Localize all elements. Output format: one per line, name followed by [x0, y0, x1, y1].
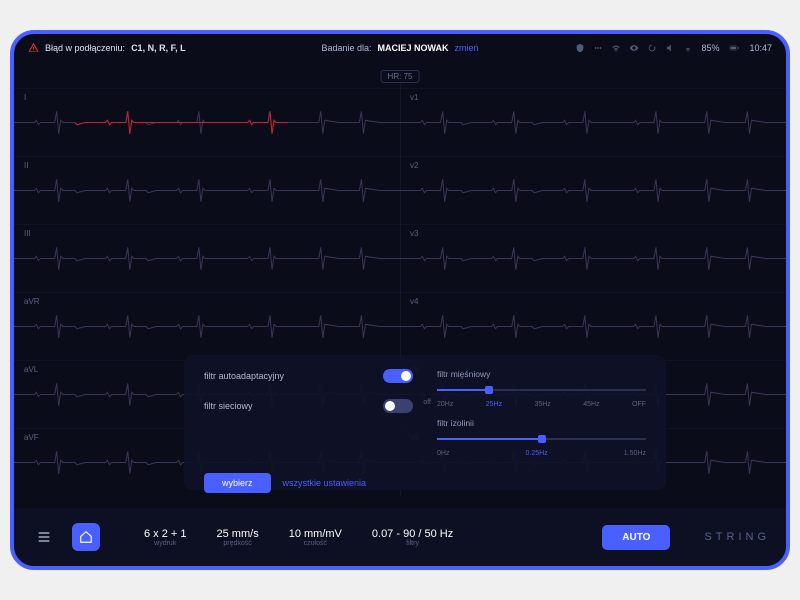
filter-muscle-ticks: 20Hz25Hz35Hz45HzOFF — [437, 401, 646, 408]
exam-label: Badanie dla: — [321, 43, 371, 53]
signal-icon — [683, 43, 693, 53]
ecg-trace — [400, 293, 786, 360]
filter-adaptive-label: filtr autoadaptacyjny — [204, 371, 284, 381]
battery-pct: 85% — [701, 43, 719, 53]
select-button[interactable]: wybierz — [204, 473, 271, 493]
home-button[interactable] — [72, 523, 100, 551]
battery-icon — [727, 43, 741, 53]
lead-v4: v4 — [400, 292, 786, 360]
lead-v2: v2 — [400, 156, 786, 224]
lead-III: III — [14, 224, 400, 292]
refresh-icon — [647, 43, 657, 53]
lead-I: I — [14, 88, 400, 156]
metric-filtry[interactable]: 0.07 - 90 / 50 Hzfiltry — [372, 528, 453, 547]
lead-v3: v3 — [400, 224, 786, 292]
connection-error: Błąd w podłączeniu: C1, N, R, F, L — [28, 42, 186, 53]
brand-logo: STRING — [704, 531, 770, 543]
clock: 10:47 — [749, 43, 772, 53]
filter-baseline-label: filtr izolinii — [437, 418, 646, 428]
topbar: Błąd w podłączeniu: C1, N, R, F, L Badan… — [14, 34, 786, 61]
warning-icon — [28, 42, 39, 53]
menu-button[interactable] — [30, 523, 58, 551]
lead-aVR: aVR — [14, 292, 400, 360]
ecg-trace — [400, 89, 786, 156]
filter-adaptive-toggle[interactable] — [383, 369, 413, 383]
wifi-icon — [611, 43, 621, 53]
all-settings-button[interactable]: wszystkie ustawienia — [283, 478, 367, 488]
ecg-trace — [14, 89, 400, 156]
metric-czułość[interactable]: 10 mm/mVczułość — [289, 528, 342, 547]
dots-icon — [593, 43, 603, 53]
filter-muscle-label: filtr mięśniowy — [437, 369, 646, 379]
menu-icon — [36, 529, 52, 545]
patient-name: MACIEJ NOWAK — [378, 43, 449, 53]
metric-prędkość[interactable]: 25 mm/sprędkość — [217, 528, 259, 547]
ecg-trace — [14, 157, 400, 224]
home-icon — [79, 530, 93, 544]
ecg-trace — [400, 157, 786, 224]
ecg-trace — [400, 225, 786, 292]
filter-baseline-slider[interactable] — [437, 438, 646, 440]
auto-button[interactable]: AUTO — [602, 525, 670, 550]
ecg-trace — [14, 293, 400, 360]
metric-wydruk[interactable]: 6 x 2 + 1wydruk — [144, 528, 187, 547]
filter-muscle-slider[interactable] — [437, 389, 646, 391]
filter-mains-label: filtr sieciowy — [204, 401, 253, 411]
lead-v1: v1 — [400, 88, 786, 156]
status-tray: 85% 10:47 — [575, 43, 772, 53]
lead-II: II — [14, 156, 400, 224]
patient-info: Badanie dla: MACIEJ NOWAK zmień — [321, 43, 478, 53]
error-text: Błąd w podłączeniu: — [45, 43, 125, 53]
print-metrics: 6 x 2 + 1wydruk 25 mm/sprędkość 10 mm/mVcz… — [144, 528, 453, 547]
filter-baseline-ticks: 0Hz0.25Hz1.50Hz — [437, 450, 646, 457]
change-patient-link[interactable]: zmień — [455, 43, 479, 53]
eye-icon — [629, 43, 639, 53]
ecg-app: Błąd w podłączeniu: C1, N, R, F, L Badan… — [10, 30, 790, 570]
error-leads: C1, N, R, F, L — [131, 43, 186, 53]
shield-icon — [575, 43, 585, 53]
filter-mains-toggle[interactable]: off — [383, 399, 413, 413]
bottombar: 6 x 2 + 1wydruk 25 mm/sprędkość 10 mm/mVcz… — [14, 508, 786, 566]
filter-settings-panel: filtr autoadaptacyjny filtr sieciowy off… — [184, 355, 666, 490]
ecg-trace — [14, 225, 400, 292]
sound-icon — [665, 43, 675, 53]
